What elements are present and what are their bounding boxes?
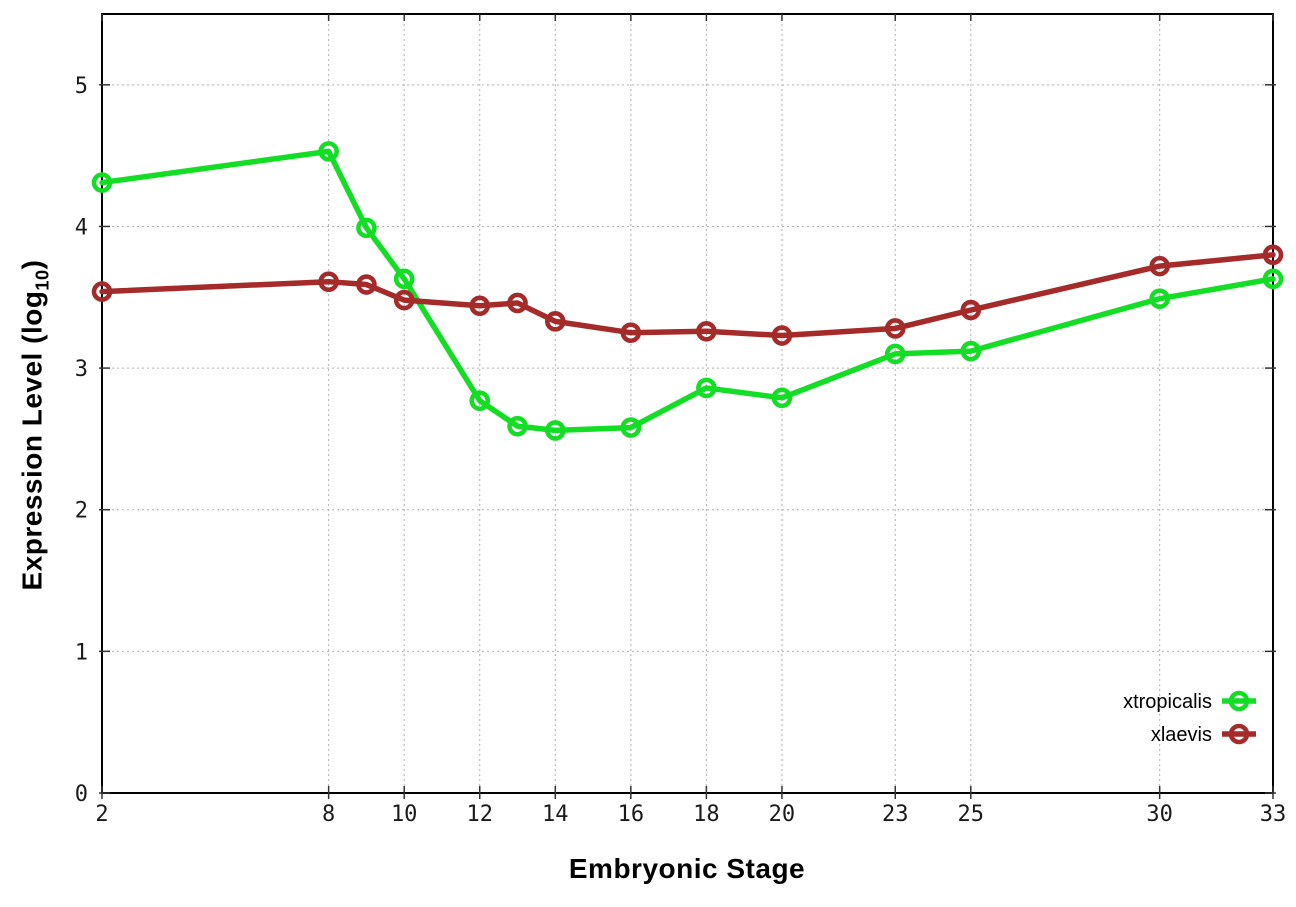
- y-axis-label-close-paren: ): [16, 259, 48, 270]
- x-tick-label: 8: [322, 802, 335, 827]
- y-tick-label: 2: [75, 499, 88, 524]
- x-tick-label: 18: [693, 802, 720, 827]
- data-point-xtropicalis: [696, 377, 717, 399]
- data-point-xtropicalis: [884, 343, 906, 365]
- data-point-xtropicalis: [1149, 288, 1170, 309]
- y-axis-label: Expression Level (log10): [17, 260, 54, 591]
- data-point-xlaevis: [469, 295, 491, 317]
- data-point-xlaevis: [507, 292, 528, 314]
- x-tick-label: 23: [882, 802, 909, 827]
- data-point-xtropicalis: [91, 172, 113, 193]
- series-line-xlaevis: [99, 252, 1276, 339]
- data-point-xlaevis: [960, 299, 982, 321]
- data-point-xlaevis: [884, 318, 906, 339]
- y-tick-label: 5: [75, 74, 88, 99]
- y-tick-label: 3: [75, 357, 88, 382]
- x-tick-label: 20: [769, 802, 796, 827]
- data-point-xtropicalis: [771, 387, 793, 409]
- x-tick-label: 25: [958, 802, 985, 827]
- data-point-xlaevis: [1262, 244, 1284, 266]
- data-point-xlaevis: [318, 271, 339, 292]
- data-point-xtropicalis: [960, 340, 982, 362]
- plot-border: [101, 13, 1274, 794]
- data-point-xtropicalis: [469, 390, 491, 411]
- series-line-xtropicalis: [99, 148, 1276, 434]
- x-tick-label: 2: [95, 802, 108, 827]
- data-point-xlaevis: [1149, 255, 1170, 277]
- y-tick-label: 1: [75, 640, 88, 665]
- x-tick-label: 30: [1146, 802, 1173, 827]
- data-point-xtropicalis: [1262, 268, 1284, 290]
- data-point-xlaevis: [91, 281, 113, 302]
- data-point-xtropicalis: [393, 268, 415, 290]
- y-tick-label: 4: [75, 215, 88, 240]
- x-tick-label: 10: [391, 802, 418, 827]
- legend-marker-xlaevis: [1228, 723, 1250, 745]
- x-axis-label: Embryonic Stage: [568, 853, 806, 884]
- data-point-xtropicalis: [620, 417, 642, 438]
- data-point-xtropicalis: [544, 420, 566, 441]
- legend-label-xtropicalis: xtropicalis: [1123, 691, 1212, 713]
- x-tick-label: 14: [542, 802, 569, 827]
- y-axis-label-subscript: 10: [32, 269, 53, 291]
- data-point-xlaevis: [544, 311, 566, 332]
- x-tick-label: 16: [618, 802, 645, 827]
- data-point-xlaevis: [771, 325, 793, 346]
- data-point-xtropicalis: [356, 217, 377, 239]
- data-point-xlaevis: [393, 289, 415, 311]
- data-point-xtropicalis: [507, 415, 528, 437]
- x-tick-label: 33: [1260, 802, 1287, 827]
- legend-label-xlaevis: xlaevis: [1151, 724, 1212, 746]
- data-point-xlaevis: [620, 322, 642, 343]
- y-axis-label-text: Expression Level (log: [16, 290, 48, 591]
- y-tick-label: 0: [75, 782, 88, 807]
- data-point-xlaevis: [356, 274, 377, 295]
- data-point-xtropicalis: [318, 141, 339, 162]
- legend-marker-xtropicalis: [1228, 690, 1250, 712]
- data-point-xlaevis: [696, 320, 717, 342]
- x-tick-label: 12: [466, 802, 493, 827]
